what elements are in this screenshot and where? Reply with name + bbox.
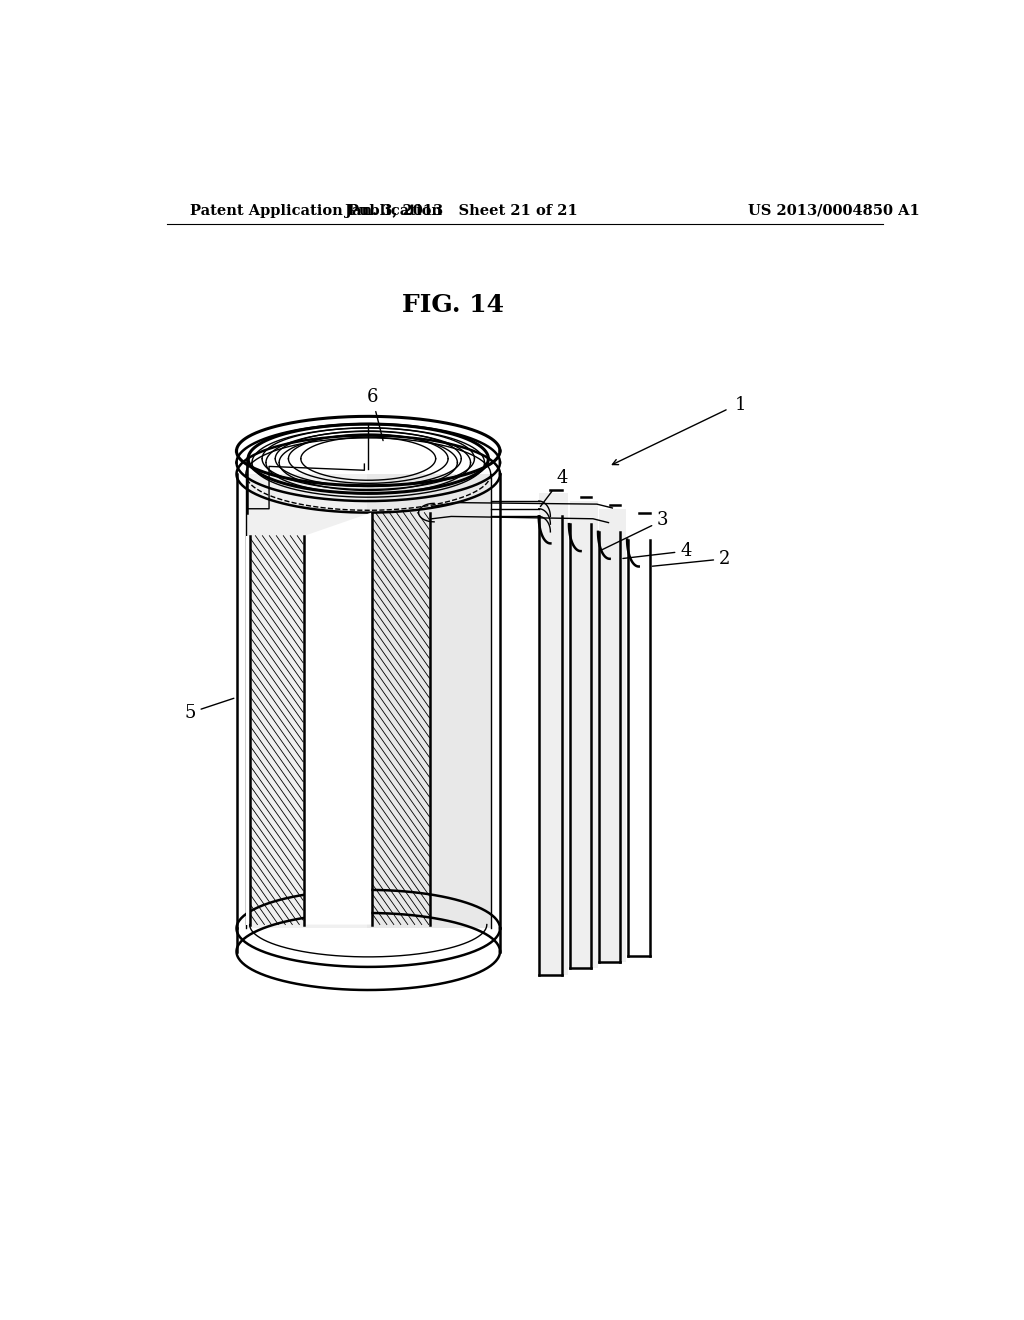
Text: 5: 5 [184, 698, 233, 722]
Text: 1: 1 [734, 396, 746, 413]
Polygon shape [367, 474, 490, 928]
Text: Patent Application Publication: Patent Application Publication [190, 203, 442, 218]
Text: US 2013/0004850 A1: US 2013/0004850 A1 [748, 203, 920, 218]
Polygon shape [305, 512, 372, 924]
Polygon shape [599, 508, 627, 962]
Text: 2: 2 [652, 550, 730, 568]
Polygon shape [246, 536, 250, 924]
Text: 4: 4 [623, 543, 691, 560]
Polygon shape [539, 494, 568, 974]
Text: 3: 3 [602, 511, 669, 550]
Polygon shape [246, 474, 367, 928]
Text: 6: 6 [367, 388, 383, 441]
Text: FIG. 14: FIG. 14 [402, 293, 505, 317]
Text: Jan. 3, 2013   Sheet 21 of 21: Jan. 3, 2013 Sheet 21 of 21 [345, 203, 578, 218]
Text: 4: 4 [541, 469, 567, 507]
Polygon shape [569, 502, 598, 969]
